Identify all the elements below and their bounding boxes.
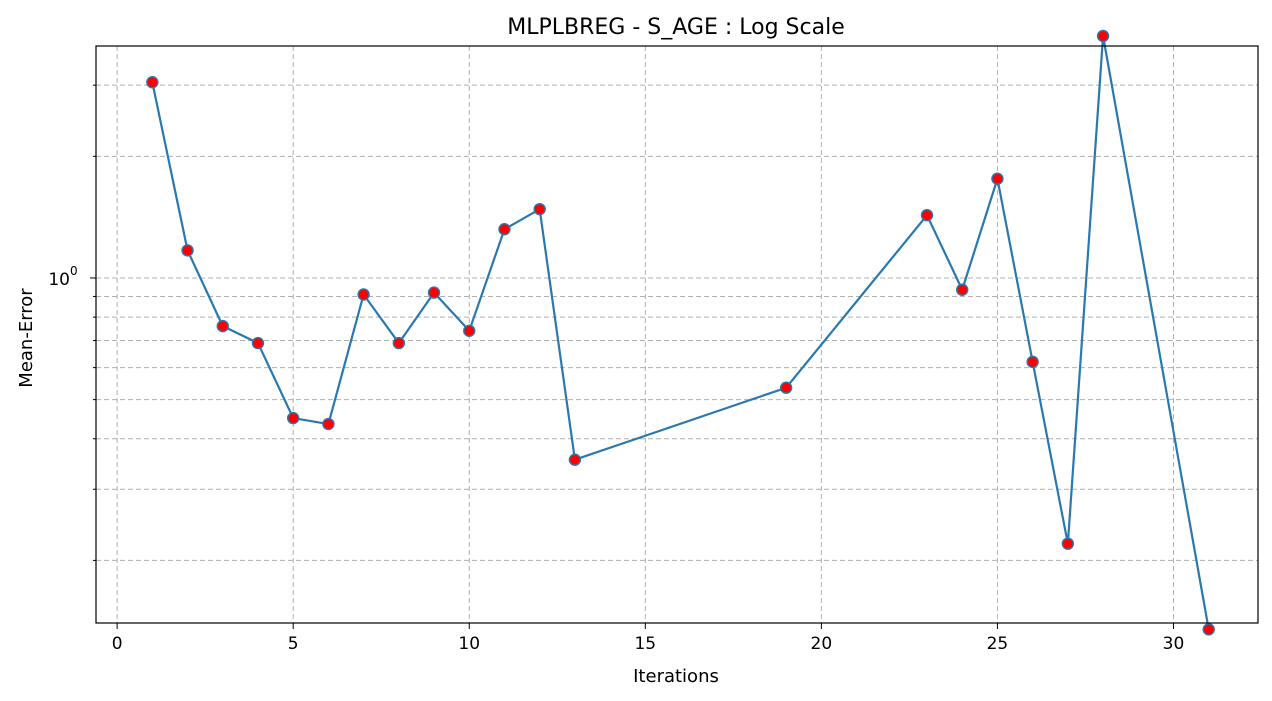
data-point <box>357 288 370 301</box>
plot-frame <box>95 45 1259 624</box>
data-point <box>779 381 793 394</box>
data-point <box>1096 29 1110 43</box>
x-tick-label: 5 <box>288 634 299 654</box>
x-tick-label: 0 <box>112 634 123 654</box>
grid-layer <box>96 46 1258 623</box>
data-point <box>463 324 476 338</box>
data-point <box>1202 623 1215 636</box>
x-tick-label: 10 <box>458 634 480 654</box>
x-tick-label: 30 <box>1163 634 1185 654</box>
data-point <box>956 283 969 296</box>
x-tick-label: 15 <box>634 634 656 654</box>
data-point <box>568 453 582 466</box>
data-point <box>1061 537 1075 550</box>
y-tick-label-exponent: 0 <box>70 264 78 278</box>
x-tick-label: 20 <box>811 634 833 654</box>
data-point <box>146 76 159 89</box>
x-axis-label: Iterations <box>633 666 719 687</box>
data-point <box>181 244 194 257</box>
series-line <box>151 34 1210 630</box>
data-point <box>533 202 546 216</box>
data-point <box>1026 355 1039 369</box>
x-tick-label: 25 <box>987 634 1009 654</box>
data-point <box>920 208 934 222</box>
data-point <box>991 172 1004 185</box>
data-point <box>322 417 335 431</box>
data-point <box>498 223 511 236</box>
chart-title: MLPLBREG - S_AGE : Log Scale <box>507 15 844 40</box>
data-point <box>286 411 300 425</box>
data-point <box>251 336 265 350</box>
series-layer <box>146 29 1215 636</box>
data-point <box>427 286 441 299</box>
y-axis-label: Mean-Error <box>16 288 37 388</box>
data-point <box>216 319 229 333</box>
y-tick-label: 10 <box>48 270 70 290</box>
data-point <box>392 336 406 350</box>
